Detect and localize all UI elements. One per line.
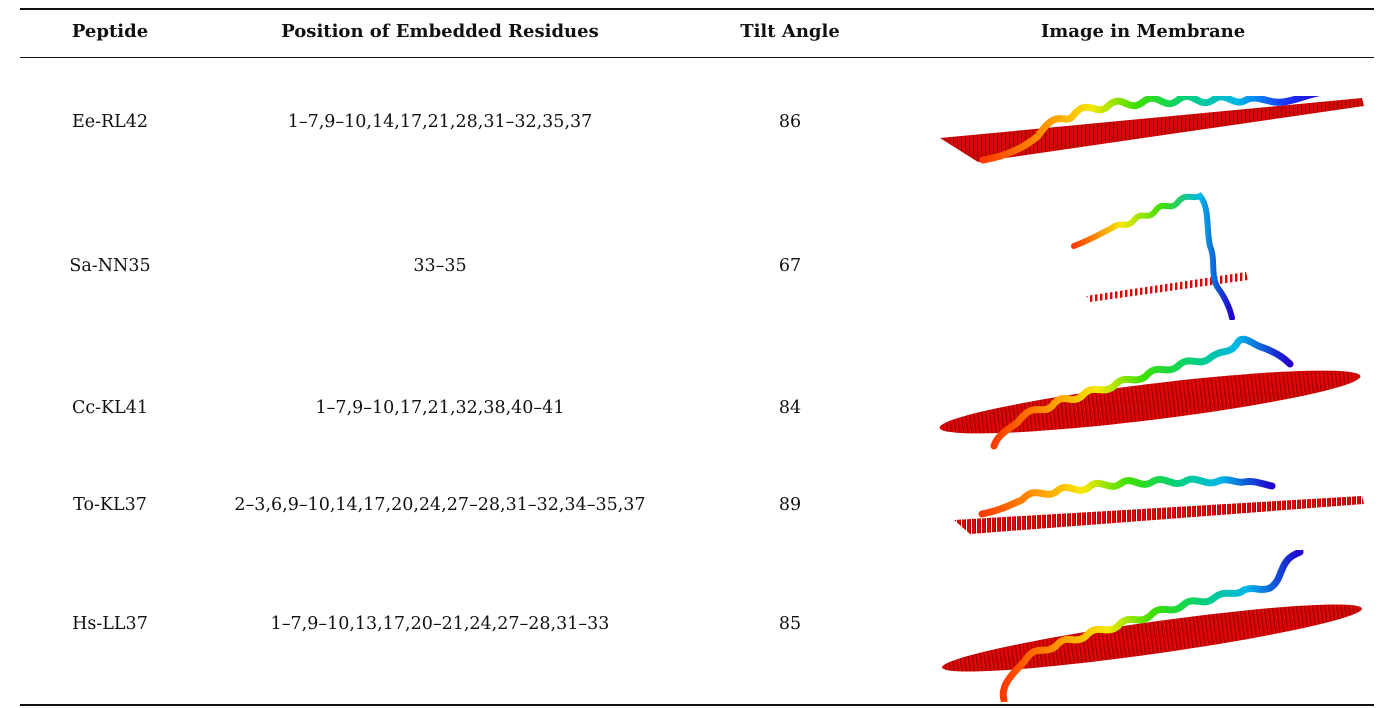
table-top-rule xyxy=(20,8,1374,10)
peptide-helix xyxy=(1071,192,1235,320)
peptide-name: Hs-LL37 xyxy=(72,614,148,634)
embedded-positions: 2–3,6,9–10,14,17,20,24,27–28,31–32,34–35… xyxy=(234,495,646,515)
embedded-positions: 1–7,9–10,13,17,20–21,24,27–28,31–33 xyxy=(270,614,610,634)
table-bottom-rule xyxy=(20,704,1374,706)
membrane-image xyxy=(954,475,1364,534)
tilt-angle: 85 xyxy=(778,614,802,634)
header-image-in-membrane: Image in Membrane xyxy=(1040,21,1246,42)
embedded-positions: 33–35 xyxy=(413,256,467,276)
embedded-positions: 1–7,9–10,14,17,21,28,31–32,35,37 xyxy=(287,112,593,132)
peptide-helix xyxy=(979,96,1321,164)
membrane-plane xyxy=(939,370,1361,434)
tilt-angle: 84 xyxy=(778,398,802,418)
tilt-angle: 67 xyxy=(778,256,802,276)
membrane-image xyxy=(942,550,1362,702)
peptide-helix xyxy=(999,550,1304,702)
peptide-name: Sa-NN35 xyxy=(69,256,151,276)
peptide-name: To-KL37 xyxy=(73,495,147,515)
membrane-plane xyxy=(942,604,1362,672)
peptide-helix xyxy=(978,475,1276,518)
membrane-plane xyxy=(1086,272,1248,302)
membrane-image xyxy=(1071,192,1248,320)
peptide-helix xyxy=(990,335,1294,450)
peptide-name: Cc-KL41 xyxy=(71,398,149,418)
header-peptide: Peptide xyxy=(71,21,149,42)
header-position: Position of Embedded Residues xyxy=(281,21,599,42)
header-tilt-angle: Tilt Angle xyxy=(740,21,840,42)
tilt-angle: 89 xyxy=(778,495,802,515)
embedded-positions: 1–7,9–10,17,21,32,38,40–41 xyxy=(315,398,565,418)
table-header-rule xyxy=(20,57,1374,58)
membrane-image xyxy=(940,96,1364,164)
membrane-plane xyxy=(940,98,1364,162)
peptide-name: Ee-RL42 xyxy=(71,112,149,132)
membrane-plane xyxy=(954,496,1364,534)
tilt-angle: 86 xyxy=(778,112,802,132)
membrane-image xyxy=(939,335,1361,450)
